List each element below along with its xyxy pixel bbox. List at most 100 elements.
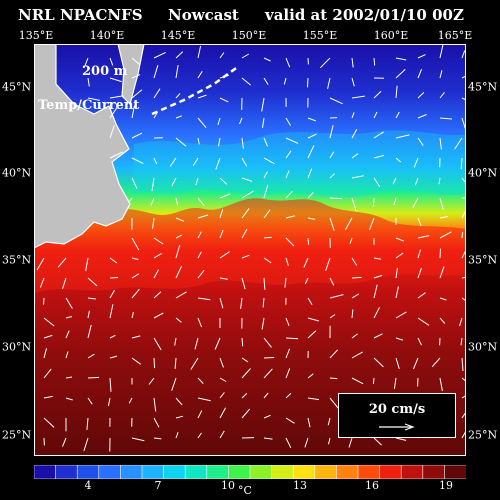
- current-vector: [218, 137, 221, 147]
- current-vector: [349, 237, 353, 244]
- current-vector: [153, 417, 160, 428]
- current-vector: [285, 215, 295, 219]
- current-vector: [351, 351, 363, 359]
- current-vector: [373, 131, 384, 139]
- current-vector: [197, 432, 202, 439]
- current-vector: [190, 357, 199, 370]
- current-vector: [262, 297, 265, 308]
- current-vector: [395, 311, 407, 319]
- current-vector: [219, 74, 229, 79]
- current-vector: [153, 157, 158, 165]
- current-vector: [438, 177, 441, 185]
- current-vector: [461, 394, 466, 399]
- field-label: Temp/Current: [38, 98, 140, 113]
- current-vector: [307, 330, 317, 339]
- current-vector: [87, 324, 92, 339]
- current-vector: [263, 77, 269, 85]
- current-vector: [392, 177, 397, 185]
- current-vector: [395, 268, 398, 279]
- current-vector: [307, 237, 310, 245]
- current-vector: [174, 357, 177, 369]
- current-vector: [174, 337, 177, 346]
- current-vector: [395, 85, 398, 99]
- current-vector: [351, 333, 358, 339]
- current-vector: [109, 95, 124, 99]
- current-vector: [263, 57, 271, 62]
- current-vector: [131, 257, 139, 260]
- current-vector: [153, 337, 162, 351]
- current-vector: [65, 330, 70, 339]
- current-vector: [87, 77, 90, 87]
- current-vector: [148, 377, 155, 385]
- current-vector: [460, 337, 463, 346]
- current-vector: [87, 97, 100, 101]
- current-vector: [151, 177, 155, 192]
- current-vector: [127, 197, 133, 204]
- current-vector: [351, 293, 360, 299]
- current-vector: [285, 117, 292, 126]
- current-vector: [351, 276, 362, 279]
- current-vector: [219, 229, 224, 239]
- current-vector: [131, 89, 143, 99]
- current-vector: [175, 51, 184, 59]
- current-vector: [263, 209, 271, 219]
- current-vector: [319, 57, 331, 69]
- lon-label: 145°E: [160, 29, 196, 42]
- current-vector: [197, 71, 203, 79]
- current-vector: [153, 65, 159, 79]
- product-title: Nowcast: [168, 6, 239, 24]
- current-vector: [43, 368, 52, 379]
- current-vector: [373, 333, 383, 339]
- current-vector: [329, 377, 338, 380]
- current-vector: [395, 57, 407, 61]
- lon-label: 165°E: [437, 29, 473, 42]
- lon-label: 140°E: [89, 29, 125, 42]
- current-vector: [197, 94, 207, 99]
- colorbar-segment: [357, 465, 381, 479]
- current-vector: [395, 437, 407, 441]
- current-vector: [197, 231, 202, 239]
- colorbar-segment: [271, 465, 295, 479]
- current-vector: [214, 337, 221, 350]
- current-vector: [461, 248, 466, 259]
- current-vector: [351, 153, 359, 159]
- current-vector: [241, 357, 249, 363]
- colorbar-tick: 10: [221, 479, 235, 492]
- current-vector: [175, 197, 179, 206]
- current-vector: [83, 57, 89, 68]
- current-vector: [395, 68, 406, 79]
- colorbar-tick: 4: [84, 479, 92, 492]
- lat-label: 45°N: [2, 80, 32, 94]
- current-vector: [194, 337, 199, 350]
- current-vector: [307, 317, 320, 322]
- current-vector: [43, 334, 53, 339]
- current-vector: [417, 249, 421, 259]
- current-vector: [109, 277, 119, 279]
- current-vector: [197, 197, 205, 207]
- current-vector: [414, 177, 419, 186]
- current-vector: [417, 92, 425, 99]
- current-vector: [373, 111, 378, 119]
- current-vector: [327, 417, 331, 426]
- current-vector: [461, 97, 466, 101]
- japan-landmass: [34, 44, 131, 249]
- lon-label: 150°E: [231, 29, 267, 42]
- kuril-islands: [151, 64, 240, 116]
- lat-label: 45°N: [468, 80, 498, 94]
- current-vector: [395, 134, 410, 139]
- current-vector: [395, 337, 404, 341]
- vector-scale-legend: 20 cm/s: [338, 393, 456, 438]
- vector-scale-arrow-icon: [379, 423, 415, 431]
- current-vector: [109, 289, 115, 299]
- temperature-colorbar: [34, 465, 466, 479]
- current-vector: [153, 357, 156, 369]
- current-vector: [150, 197, 155, 206]
- title-bar: NRL NPACNFS Nowcast valid at 2002/01/10 …: [0, 6, 500, 28]
- current-vector: [175, 317, 182, 323]
- current-vector: [219, 209, 224, 219]
- current-vector: [197, 269, 205, 279]
- current-vector: [241, 177, 253, 182]
- current-vector: [439, 266, 445, 279]
- current-vector: [85, 257, 89, 272]
- current-vector: [329, 314, 336, 319]
